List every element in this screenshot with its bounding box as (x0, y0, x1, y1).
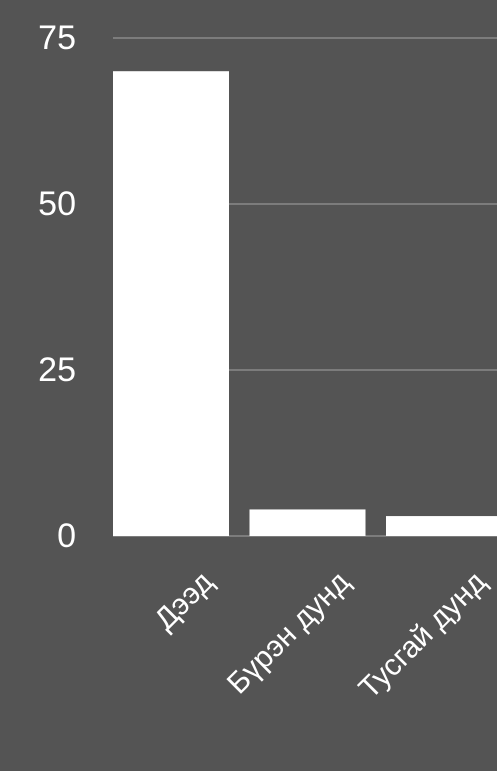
y-tick-label: 75 (38, 19, 76, 57)
y-tick-label: 25 (38, 351, 76, 389)
y-tick-label: 0 (57, 517, 76, 555)
bar (386, 516, 497, 536)
y-tick-label: 50 (38, 185, 76, 223)
bar (249, 509, 366, 536)
bar (113, 71, 229, 536)
